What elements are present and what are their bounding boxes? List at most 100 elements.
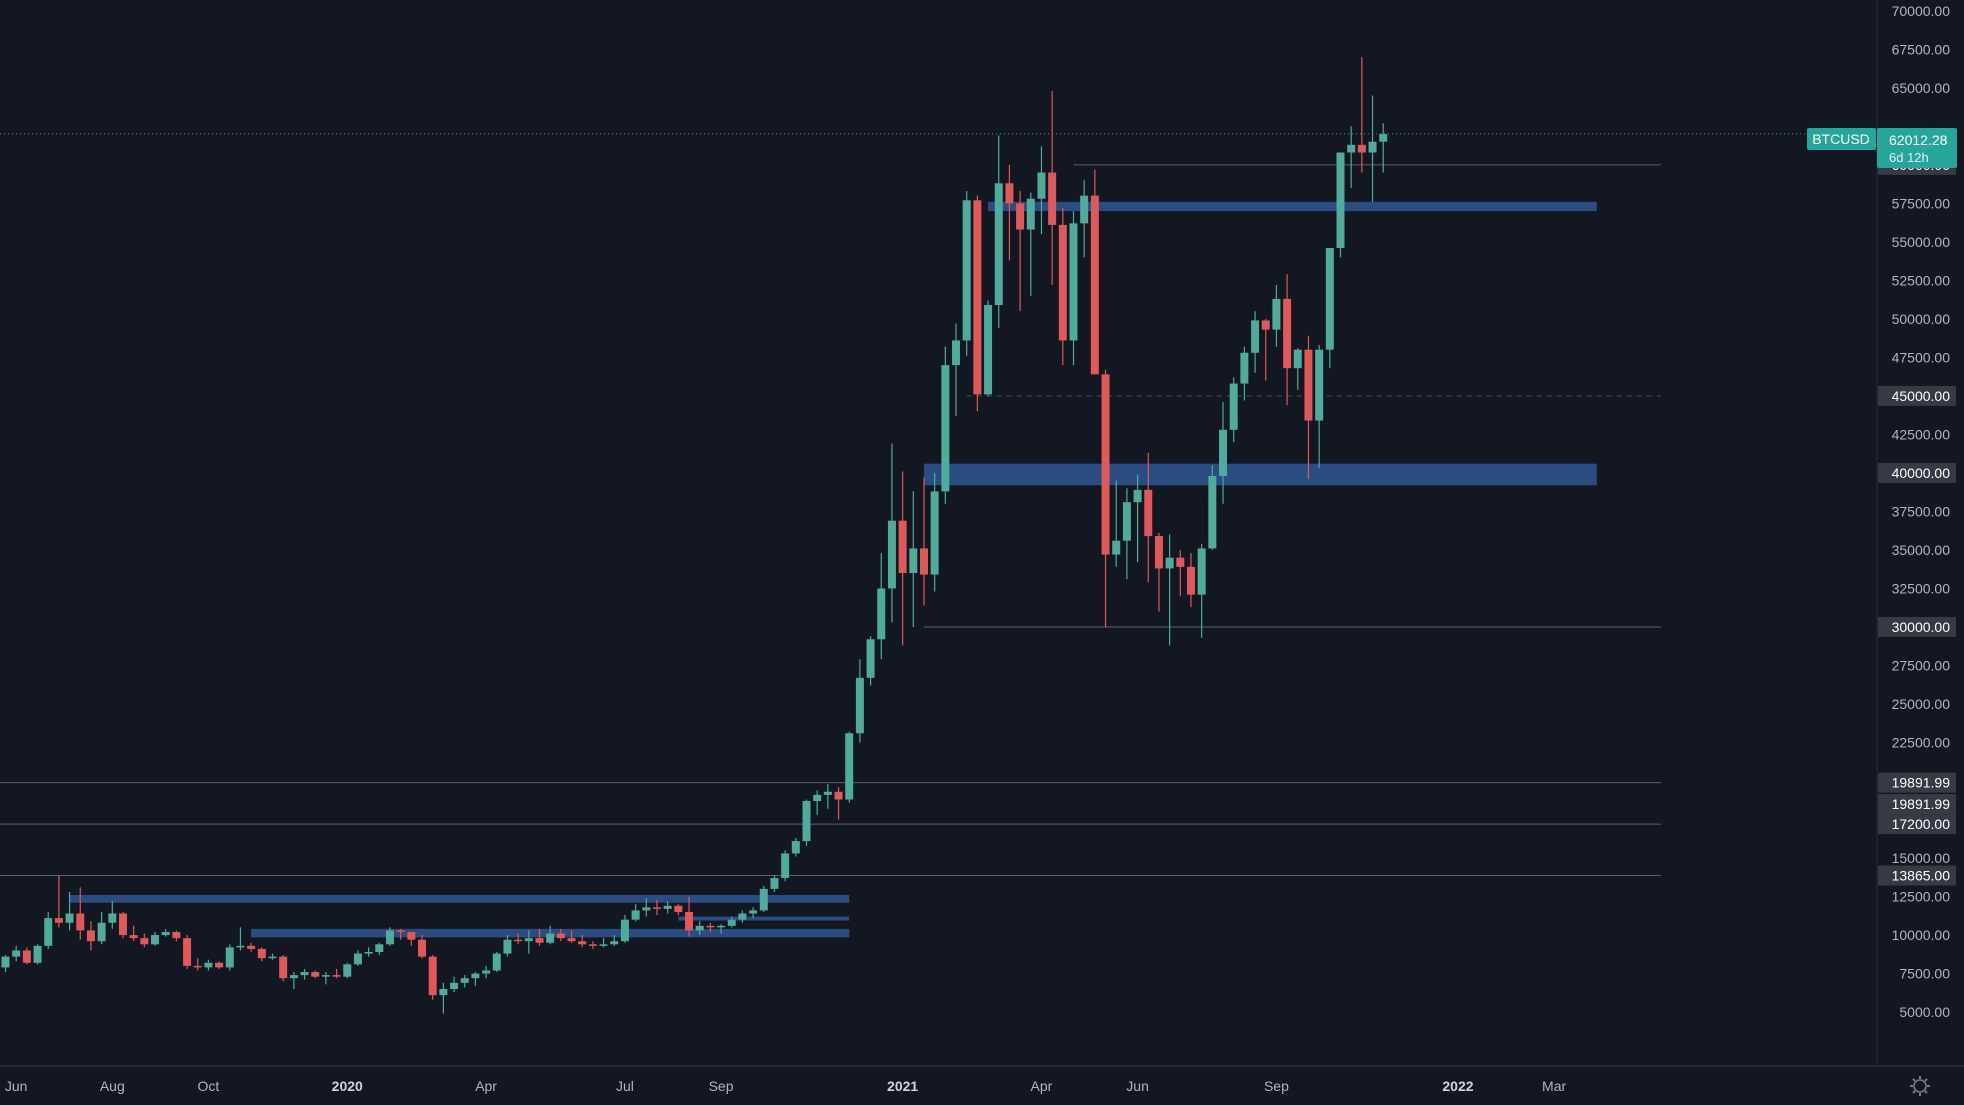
candle-body bbox=[866, 639, 875, 678]
candle-body bbox=[332, 975, 341, 977]
symbol-badge-group: BTCUSD 62012.28 6d 12h bbox=[1807, 128, 1957, 168]
candle-body bbox=[642, 907, 651, 911]
candle-body bbox=[855, 677, 864, 734]
candle-body bbox=[834, 791, 843, 800]
candle-body bbox=[984, 305, 993, 395]
candle-body bbox=[578, 941, 587, 945]
candle-body bbox=[1293, 349, 1302, 369]
candle-body bbox=[76, 913, 85, 931]
candle-body bbox=[1283, 298, 1292, 369]
candle-body bbox=[1240, 352, 1249, 384]
candle-body bbox=[546, 933, 555, 943]
candle-body bbox=[22, 950, 31, 963]
candle-body bbox=[97, 922, 106, 942]
candle-body bbox=[439, 988, 448, 996]
price-badge-box bbox=[1878, 385, 1956, 406]
candle-body bbox=[727, 919, 736, 926]
candle-body bbox=[140, 938, 149, 945]
candle-body bbox=[524, 938, 533, 942]
candle-body bbox=[450, 982, 459, 989]
x-tick-label: Sep bbox=[709, 1078, 734, 1094]
candle-body bbox=[1026, 198, 1035, 230]
candle-body bbox=[428, 956, 437, 996]
candle-body bbox=[172, 931, 181, 939]
candle-body bbox=[1122, 502, 1131, 541]
candle-body bbox=[610, 941, 619, 945]
candle-body bbox=[300, 972, 309, 976]
candle-body bbox=[460, 978, 469, 983]
candle-body bbox=[257, 948, 266, 959]
candle-body bbox=[161, 931, 170, 936]
candle-body bbox=[599, 944, 608, 946]
price-badge-box bbox=[1878, 616, 1956, 637]
candle-body bbox=[652, 907, 661, 909]
candle-body bbox=[492, 953, 501, 971]
candle-body bbox=[620, 919, 629, 942]
candle-body bbox=[44, 918, 53, 946]
zone-rect bbox=[678, 916, 850, 921]
candle-body bbox=[919, 548, 928, 575]
candle-body bbox=[407, 931, 416, 940]
candle-body bbox=[1080, 195, 1089, 224]
candle-body bbox=[1197, 548, 1206, 595]
candle-body bbox=[1069, 223, 1078, 341]
candle-body bbox=[289, 975, 298, 979]
candle-body bbox=[952, 340, 961, 366]
candle-body bbox=[1347, 144, 1356, 153]
x-tick-label: Jun bbox=[1126, 1078, 1149, 1094]
candle-body bbox=[1325, 248, 1334, 350]
time-axis[interactable]: Jun Aug Oct 2020 Apr Jul Sep 2021 Apr Jun Sep 2022 M… bbox=[0, 1065, 1964, 1094]
zone-rect bbox=[988, 201, 1597, 212]
candle-body bbox=[738, 913, 747, 920]
candle-body bbox=[193, 965, 202, 968]
countdown-label: 6d 12h bbox=[1889, 150, 1929, 165]
candle-body bbox=[973, 200, 982, 395]
price-badge-label: 40000.00 bbox=[1892, 465, 1951, 481]
candle-body bbox=[12, 950, 21, 957]
candle-body bbox=[471, 973, 480, 979]
candle-body bbox=[749, 910, 758, 914]
candle-body bbox=[1315, 349, 1324, 421]
candle-body bbox=[183, 938, 192, 966]
candle-body bbox=[674, 905, 683, 912]
candle-body bbox=[567, 938, 576, 942]
price-axis[interactable]: 70000.00 67500.00 65000.00 57500.00 55000.00… bbox=[1876, 0, 1951, 1066]
candle-body bbox=[1058, 224, 1067, 341]
candle-body bbox=[1219, 429, 1228, 477]
candle-body bbox=[1154, 536, 1163, 569]
candle-body bbox=[845, 733, 854, 800]
candle-body bbox=[962, 200, 971, 341]
x-tick-label: Aug bbox=[100, 1078, 125, 1094]
y-tick-label: 67500.00 bbox=[1892, 41, 1951, 57]
candle-body bbox=[535, 938, 544, 943]
y-tick-label: 42500.00 bbox=[1892, 426, 1951, 442]
candle-body bbox=[1251, 320, 1260, 353]
price-badge-box bbox=[1878, 865, 1956, 886]
candle-body bbox=[65, 913, 74, 923]
settings-gear-icon[interactable] bbox=[1910, 1076, 1930, 1096]
x-tick-label: Jul bbox=[616, 1078, 634, 1094]
candle-body bbox=[909, 548, 918, 574]
y-tick-label: 27500.00 bbox=[1892, 657, 1951, 673]
candle-body bbox=[770, 878, 779, 889]
candle-body bbox=[204, 962, 213, 968]
candle-body bbox=[1208, 476, 1217, 549]
price-badge-label: 19891.99 bbox=[1892, 796, 1951, 812]
candle-body bbox=[108, 913, 117, 923]
candle-body bbox=[118, 913, 127, 936]
candle-body bbox=[1176, 557, 1185, 567]
candle-body bbox=[268, 956, 277, 959]
price-badge-label: 17200.00 bbox=[1892, 816, 1951, 832]
candle-body bbox=[588, 944, 597, 946]
candle-body bbox=[685, 911, 694, 931]
candle-body bbox=[663, 905, 672, 909]
candle-body bbox=[631, 910, 640, 920]
x-tick-label: Mar bbox=[1542, 1078, 1566, 1094]
candle-body bbox=[1379, 134, 1388, 142]
last-price-label: 62012.28 bbox=[1889, 132, 1948, 148]
candle-body bbox=[343, 964, 352, 977]
price-badge-box bbox=[1878, 772, 1956, 793]
y-tick-label: 7500.00 bbox=[1899, 966, 1950, 982]
